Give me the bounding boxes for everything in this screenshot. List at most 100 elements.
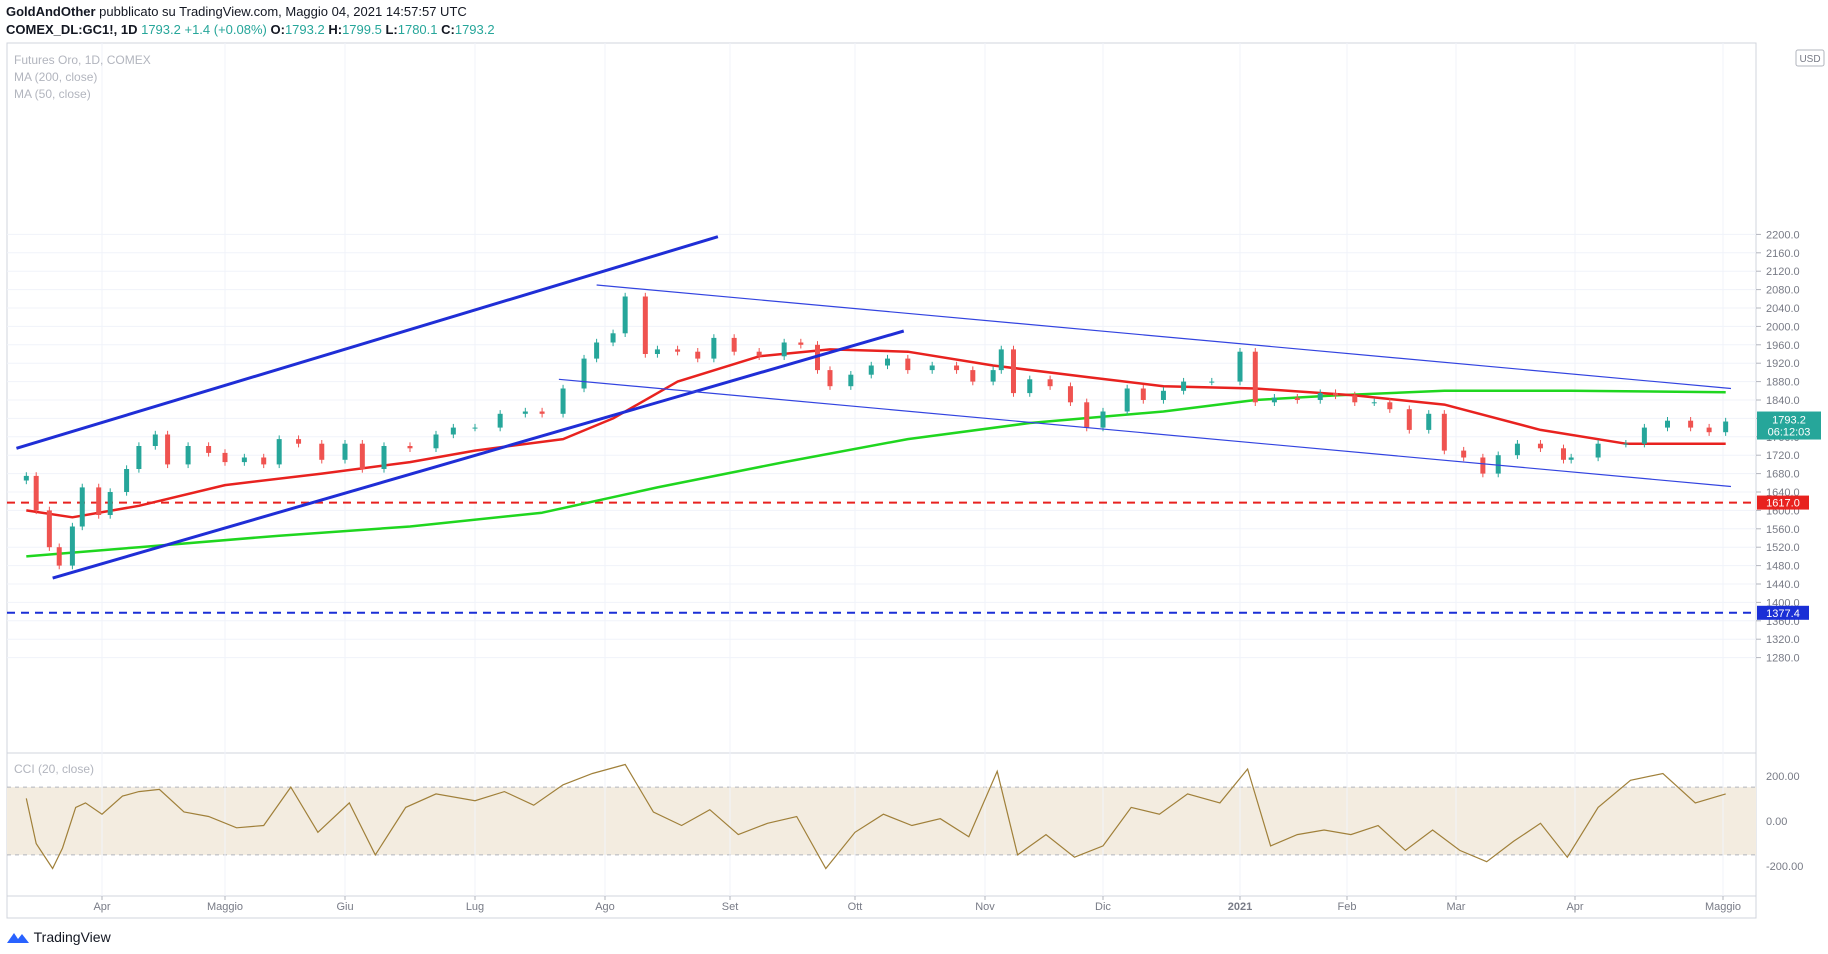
price-tag[interactable]: 1617.0: [1757, 495, 1809, 510]
candle: [1124, 384, 1130, 416]
candle-body: [1294, 397, 1300, 400]
chart-header: GoldAndOther pubblicato su TradingView.c…: [0, 0, 1828, 42]
candle: [998, 345, 1004, 374]
candle-body: [152, 434, 158, 446]
candle: [1352, 391, 1358, 406]
candle: [731, 334, 737, 356]
high-value: 1799.5: [342, 22, 382, 37]
x-tick-label: Ago: [595, 901, 615, 913]
candle: [848, 371, 854, 390]
price-axis[interactable]: [1756, 43, 1828, 896]
x-tick-label: Mar: [1447, 901, 1466, 913]
candle-body: [594, 342, 600, 359]
y-tick-label: 1520.0: [1766, 542, 1800, 554]
candle-body: [868, 365, 874, 375]
candle: [711, 334, 717, 363]
high-label: H:: [328, 22, 343, 37]
candle: [929, 361, 935, 374]
x-tick-label: Maggio: [207, 901, 243, 913]
currency-badge[interactable]: USD: [1795, 49, 1825, 67]
legend-title[interactable]: Futures Oro, 1D, COMEX: [14, 53, 151, 67]
x-tick-label: Feb: [1338, 901, 1357, 913]
candle: [342, 440, 348, 464]
candle-body: [1537, 443, 1543, 449]
candle-body: [1160, 390, 1166, 400]
x-tick-label: Apr: [93, 901, 110, 913]
candle-body: [998, 349, 1004, 371]
cci-line: [25, 763, 1726, 870]
x-tick-label: Ott: [848, 901, 863, 913]
candle: [1160, 387, 1166, 404]
candle: [581, 354, 587, 393]
tradingview-logo[interactable]: TradingView: [6, 929, 111, 945]
price-tag[interactable]: 1377.4: [1757, 605, 1809, 620]
candle: [905, 354, 911, 374]
candle-body: [1441, 413, 1447, 451]
candle: [222, 449, 228, 466]
y-tick-label: 1480.0: [1766, 561, 1800, 573]
symbol-name[interactable]: COMEX_DL:GC1!, 1D: [6, 22, 138, 37]
candle: [1100, 407, 1106, 432]
candle: [954, 361, 960, 374]
candle-body: [497, 413, 503, 428]
last-price-tag[interactable]: 1793.206:12:03: [1757, 411, 1821, 440]
candle-body: [96, 487, 102, 515]
candle-body: [1706, 427, 1712, 433]
candle: [296, 435, 302, 448]
candle-body: [1084, 402, 1090, 428]
publish-info: GoldAndOther pubblicato su TradingView.c…: [6, 4, 467, 19]
candle: [33, 472, 39, 515]
footer: TradingView: [0, 924, 1828, 954]
low-label: L:: [385, 22, 398, 37]
trend-line-4[interactable]: [558, 378, 1732, 488]
candle-body: [165, 434, 171, 465]
candle-body: [1010, 349, 1016, 394]
candle-body: [610, 333, 616, 343]
candle-body: [1723, 421, 1729, 433]
candle-body: [581, 358, 587, 389]
y-tick-label: 1720.0: [1766, 450, 1800, 462]
candle-body: [1665, 420, 1670, 428]
candle-body: [827, 370, 833, 387]
candle-body: [359, 443, 365, 469]
cci-tick-label: 200.00: [1766, 771, 1800, 783]
legend-ma50[interactable]: MA (50, close): [14, 87, 91, 101]
y-tick-label: 2040.0: [1766, 303, 1800, 315]
candle-body: [185, 446, 191, 465]
candle-body: [1027, 379, 1033, 394]
last-price-label: 1793.2: [1772, 415, 1806, 427]
candle-body: [622, 296, 628, 334]
candle-body: [905, 358, 911, 371]
candle: [868, 361, 874, 379]
candle-body: [1595, 443, 1601, 458]
candle-body: [23, 475, 29, 481]
y-tick-label: 2160.0: [1766, 248, 1800, 260]
author-name[interactable]: GoldAndOther: [6, 4, 96, 19]
candle: [695, 348, 701, 363]
y-tick-label: 1560.0: [1766, 524, 1800, 536]
legend-ma200[interactable]: MA (200, close): [14, 70, 97, 84]
candle-body: [319, 443, 325, 460]
candle: [827, 366, 833, 390]
candle-body: [1387, 402, 1393, 410]
price-tag-bg: [1757, 495, 1809, 510]
candle: [1537, 440, 1543, 452]
trend-line-2[interactable]: [52, 329, 905, 580]
legend-cci[interactable]: CCI (20, close): [14, 762, 94, 776]
candle: [96, 483, 102, 519]
candle: [1047, 375, 1053, 390]
candle: [1641, 423, 1647, 448]
candle: [69, 522, 75, 570]
trend-line-1[interactable]: [16, 235, 719, 450]
price-tag-label: 1617.0: [1766, 498, 1800, 510]
trend-line-3[interactable]: [596, 284, 1732, 390]
candle: [433, 430, 439, 452]
candle: [241, 453, 247, 466]
y-tick-label: 2000.0: [1766, 321, 1800, 333]
candle-body: [1047, 379, 1053, 387]
x-tick-label: Lug: [466, 901, 484, 913]
candle-body: [970, 370, 976, 382]
candle-body: [1237, 351, 1243, 382]
candle: [497, 410, 503, 432]
